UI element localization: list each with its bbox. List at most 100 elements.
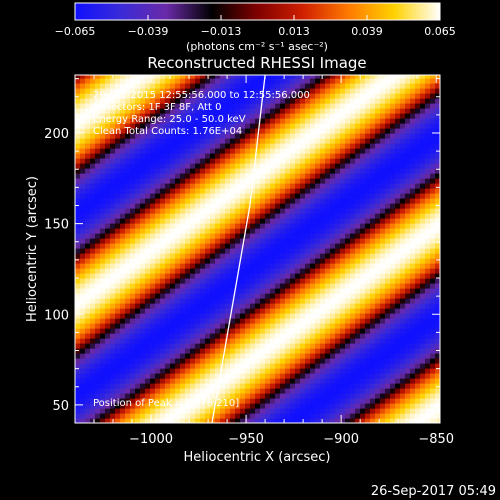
heatmap-cell bbox=[150, 338, 156, 344]
heatmap-cell bbox=[135, 293, 141, 299]
heatmap-cell bbox=[240, 373, 246, 379]
heatmap-cell bbox=[335, 323, 341, 329]
heatmap-cell bbox=[340, 298, 346, 304]
heatmap-cell bbox=[180, 303, 186, 309]
heatmap-cell bbox=[320, 333, 326, 339]
heatmap-cell bbox=[195, 93, 201, 99]
heatmap-cell bbox=[145, 208, 151, 214]
heatmap-cell bbox=[125, 118, 131, 124]
heatmap-cell bbox=[370, 408, 376, 414]
heatmap-cell bbox=[165, 378, 171, 384]
heatmap-cell bbox=[325, 388, 331, 394]
heatmap-cell bbox=[315, 278, 321, 284]
heatmap-cell bbox=[345, 258, 351, 264]
heatmap-cell bbox=[275, 93, 281, 99]
heatmap-cell bbox=[375, 393, 381, 399]
heatmap-cell bbox=[90, 133, 96, 139]
heatmap-cell bbox=[315, 353, 321, 359]
heatmap-cell bbox=[365, 168, 371, 174]
heatmap-cell bbox=[205, 128, 211, 134]
heatmap-cell bbox=[265, 93, 271, 99]
heatmap-cell bbox=[130, 218, 136, 224]
heatmap-cell bbox=[310, 103, 316, 109]
heatmap-cell bbox=[225, 308, 231, 314]
heatmap-cell bbox=[130, 163, 136, 169]
heatmap-cell bbox=[90, 208, 96, 214]
heatmap-cell bbox=[210, 328, 216, 334]
heatmap-cell bbox=[390, 328, 396, 334]
heatmap-cell bbox=[395, 253, 401, 259]
heatmap-cell bbox=[200, 268, 206, 274]
heatmap-cell bbox=[380, 98, 386, 104]
heatmap-cell bbox=[430, 103, 436, 109]
heatmap-cell bbox=[115, 313, 121, 319]
heatmap-cell bbox=[135, 108, 141, 114]
heatmap-cell bbox=[200, 408, 206, 414]
heatmap-cell bbox=[145, 323, 151, 329]
heatmap-cell bbox=[145, 283, 151, 289]
heatmap-cell bbox=[190, 323, 196, 329]
heatmap-cell bbox=[305, 353, 311, 359]
heatmap-cell bbox=[345, 123, 351, 129]
heatmap-cell bbox=[285, 178, 291, 184]
heatmap-cell bbox=[335, 133, 341, 139]
heatmap-cell bbox=[305, 148, 311, 154]
heatmap-cell bbox=[340, 218, 346, 224]
heatmap-cell bbox=[95, 258, 101, 264]
heatmap-cell bbox=[80, 263, 86, 269]
heatmap-cell bbox=[185, 293, 191, 299]
heatmap-cell bbox=[435, 263, 440, 269]
heatmap-cell bbox=[400, 378, 406, 384]
heatmap-cell bbox=[250, 403, 256, 409]
heatmap-cell bbox=[125, 173, 131, 179]
heatmap-cell bbox=[305, 163, 311, 169]
colorbar-units: (photons cm⁻² s⁻¹ asec⁻²) bbox=[186, 40, 328, 53]
heatmap-cell bbox=[205, 313, 211, 319]
heatmap-cell bbox=[210, 293, 216, 299]
heatmap-cell bbox=[145, 213, 151, 219]
heatmap-cell bbox=[300, 378, 306, 384]
heatmap-cell bbox=[155, 408, 161, 414]
heatmap-cell bbox=[415, 273, 421, 279]
heatmap-cell bbox=[115, 288, 121, 294]
heatmap-cell bbox=[220, 163, 226, 169]
heatmap-cell bbox=[240, 393, 246, 399]
heatmap-cell bbox=[185, 153, 191, 159]
heatmap-cell bbox=[335, 308, 341, 314]
heatmap-cell bbox=[210, 123, 216, 129]
heatmap-cell bbox=[285, 213, 291, 219]
heatmap-cell bbox=[220, 83, 226, 89]
heatmap-cell bbox=[400, 368, 406, 374]
heatmap-cell bbox=[160, 128, 166, 134]
heatmap-cell bbox=[280, 368, 286, 374]
heatmap-cell bbox=[120, 213, 126, 219]
heatmap-cell bbox=[175, 273, 181, 279]
heatmap-cell bbox=[215, 348, 221, 354]
heatmap-cell bbox=[370, 268, 376, 274]
heatmap-cell bbox=[245, 118, 251, 124]
heatmap-cell bbox=[295, 398, 301, 404]
heatmap-cell bbox=[305, 413, 311, 419]
heatmap-cell bbox=[135, 353, 141, 359]
heatmap-cell bbox=[265, 238, 271, 244]
heatmap-cell bbox=[75, 383, 81, 389]
heatmap-cell bbox=[335, 263, 341, 269]
heatmap-cell bbox=[170, 338, 176, 344]
heatmap-cell bbox=[360, 363, 366, 369]
heatmap-cell bbox=[135, 358, 141, 364]
heatmap-cell bbox=[385, 268, 391, 274]
heatmap-cell bbox=[135, 163, 141, 169]
heatmap-cell bbox=[185, 148, 191, 154]
heatmap-cell bbox=[345, 158, 351, 164]
heatmap-cell bbox=[165, 218, 171, 224]
heatmap-cell bbox=[215, 413, 221, 419]
heatmap-cell bbox=[170, 278, 176, 284]
heatmap-cell bbox=[395, 293, 401, 299]
heatmap-cell bbox=[420, 193, 426, 199]
heatmap-cell bbox=[145, 78, 151, 84]
heatmap-cell bbox=[430, 258, 436, 264]
heatmap-cell bbox=[275, 88, 281, 94]
heatmap-cell bbox=[345, 268, 351, 274]
heatmap-cell bbox=[80, 348, 86, 354]
heatmap-cell bbox=[135, 383, 141, 389]
